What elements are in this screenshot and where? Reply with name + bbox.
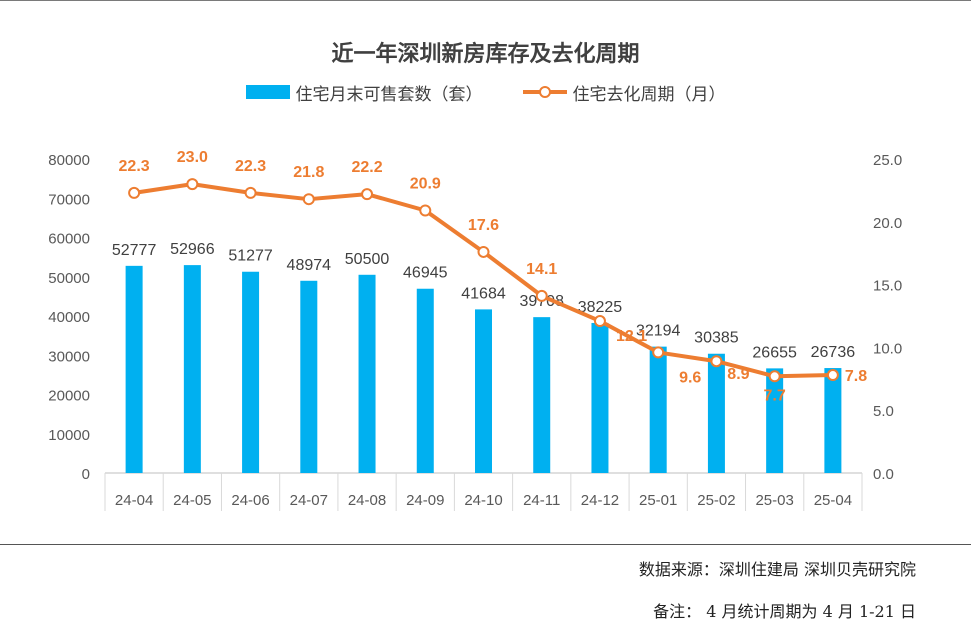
line-point — [652, 346, 665, 359]
y-left-tick-label: 70000 — [48, 191, 90, 208]
x-tick-label: 24-06 — [231, 492, 269, 509]
bar-data-label: 26655 — [752, 344, 797, 361]
chart-plot: 0 10000 20000 30000 40000 50000 60000 70000 8000… — [48, 149, 902, 511]
line-data-label: 22.2 — [351, 159, 382, 176]
x-tick-label: 24-08 — [348, 492, 386, 509]
bar — [766, 368, 784, 473]
line-data-label: 23.0 — [177, 149, 208, 166]
x-tick-label: 24-04 — [115, 492, 153, 509]
line-point — [302, 193, 315, 206]
line-point — [710, 355, 723, 368]
bar-data-label: 52777 — [112, 242, 157, 259]
y-left-tick-label: 50000 — [48, 270, 90, 287]
legend-item-line: 住宅去化周期（月） — [522, 80, 726, 105]
line-data-label: 14.1 — [526, 261, 557, 278]
line-point — [361, 188, 374, 201]
y-left-tick-label: 30000 — [48, 348, 90, 365]
line-point — [535, 289, 548, 302]
line-point — [477, 245, 490, 258]
bar-data-label: 46945 — [403, 265, 448, 282]
bar — [649, 346, 667, 473]
legend-line-swatch — [522, 86, 567, 98]
legend-line-label: 住宅去化周期（月） — [572, 84, 726, 105]
bar-data-label: 30385 — [694, 330, 739, 347]
line-data-label: 17.6 — [468, 217, 499, 234]
y-right-tick-label: 15.0 — [873, 278, 902, 295]
line-point — [186, 178, 199, 191]
x-tick-label: 25-04 — [814, 492, 852, 509]
x-tick-label: 24-12 — [581, 492, 619, 509]
bar — [183, 265, 201, 473]
y-right-tick-label: 20.0 — [873, 215, 902, 232]
line-data-label: 22.3 — [119, 158, 150, 175]
x-tick-label: 25-03 — [755, 492, 793, 509]
y-right-tick-label: 5.0 — [873, 403, 894, 420]
chart-title: 近一年深圳新房库存及去化周期 — [331, 42, 640, 67]
bar — [358, 274, 376, 473]
y-left-tick-label: 10000 — [48, 427, 90, 444]
x-tick-label: 25-01 — [639, 492, 677, 509]
bar-data-label: 26736 — [811, 344, 856, 361]
line-point — [593, 315, 606, 328]
remark-note: 备注： 4 月统计周期为 4 月 1-21 日 — [653, 602, 916, 621]
bar-data-label: 48974 — [287, 257, 332, 274]
line-data-label: 9.6 — [679, 369, 701, 386]
line-point — [244, 186, 257, 199]
y-right-tick-label: 0.0 — [873, 466, 894, 483]
bar — [533, 317, 551, 473]
line-data-label: 7.7 — [764, 387, 786, 404]
bar-data-label: 32194 — [636, 323, 681, 340]
line-data-label: 12.1 — [616, 328, 647, 345]
x-tick-label: 24-05 — [173, 492, 211, 509]
y-left-tick-label: 0 — [82, 466, 90, 483]
y-right-tick-label: 10.0 — [873, 340, 902, 357]
source-note: 数据来源：深圳住建局 深圳贝壳研究院 — [638, 560, 916, 579]
x-tick-label: 24-09 — [406, 492, 444, 509]
line-point — [826, 369, 839, 382]
line-point — [768, 370, 781, 383]
line-data-label: 7.8 — [845, 368, 867, 385]
bar — [707, 353, 725, 473]
bar-data-label: 51277 — [228, 248, 273, 265]
legend-bar-swatch — [245, 85, 290, 99]
bar — [300, 280, 318, 473]
y-left-tick-label: 40000 — [48, 309, 90, 326]
x-tick-label: 24-07 — [290, 492, 328, 509]
y-left-tick-label: 20000 — [48, 388, 90, 405]
y-left-tick-label: 80000 — [48, 152, 90, 169]
y-right-tick-label: 25.0 — [873, 152, 902, 169]
line-point — [128, 186, 141, 199]
x-tick-label: 25-02 — [697, 492, 735, 509]
line-data-label: 8.9 — [727, 366, 749, 383]
bar-data-label: 52966 — [170, 241, 215, 258]
bar-data-label: 38225 — [578, 299, 623, 316]
legend-bar-label: 住宅月末可售套数（套） — [295, 84, 483, 105]
bar-data-label: 50500 — [345, 251, 390, 268]
line-point — [419, 204, 432, 217]
bar — [242, 271, 260, 473]
legend: 住宅月末可售套数（套） 住宅去化周期（月） — [0, 80, 971, 105]
legend-item-bar: 住宅月末可售套数（套） — [245, 80, 483, 105]
x-tick-label: 24-11 — [523, 492, 560, 509]
bar — [475, 309, 492, 473]
bar — [824, 368, 842, 473]
x-tick-label: 24-10 — [464, 492, 502, 509]
footer-separator — [0, 544, 971, 545]
y-left-tick-label: 60000 — [48, 231, 90, 248]
bar — [125, 265, 143, 473]
bar — [591, 322, 609, 473]
bar — [416, 288, 434, 473]
line-data-label: 20.9 — [410, 175, 441, 192]
line-data-label: 22.3 — [235, 158, 266, 175]
bar-data-label: 41684 — [461, 285, 506, 302]
top-border — [0, 0, 971, 1]
line-data-label: 21.8 — [293, 164, 324, 181]
